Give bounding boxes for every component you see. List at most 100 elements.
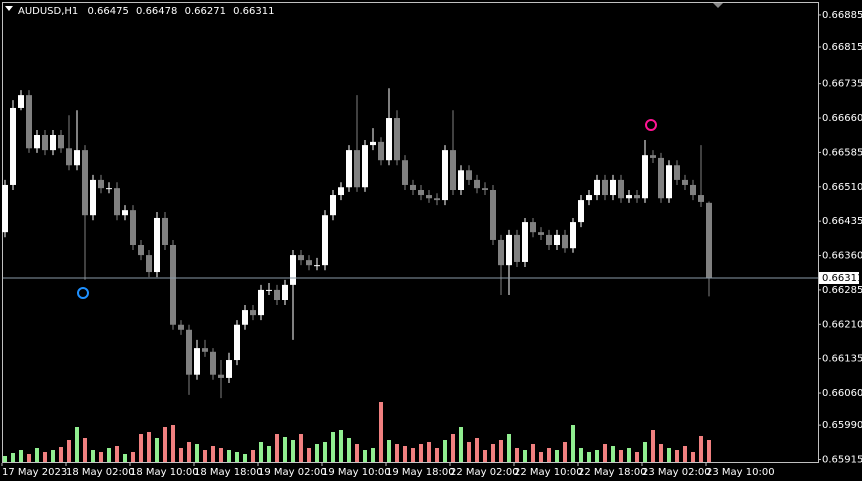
- volume-bar: [131, 452, 135, 462]
- candle-body: [66, 148, 72, 166]
- candle-body: [322, 215, 328, 266]
- volume-bar: [243, 454, 247, 462]
- candle-body: [138, 245, 144, 256]
- header-high: 0.66478: [136, 6, 177, 17]
- candle-body: [594, 179, 600, 196]
- volume-bar: [427, 442, 431, 462]
- volume-bar: [387, 440, 391, 462]
- volume-bar: [99, 452, 103, 462]
- volume-bar: [395, 444, 399, 462]
- candle-body: [658, 157, 664, 199]
- volume-bar: [563, 442, 567, 462]
- candle-body: [458, 170, 464, 190]
- volume-bar: [75, 427, 79, 462]
- candle-body: [298, 255, 304, 261]
- menu-triangle[interactable]: [5, 6, 13, 11]
- volume-bar: [43, 452, 47, 462]
- candle-body: [186, 329, 192, 375]
- y-tick-label: 0.66735: [822, 79, 862, 90]
- volume-bar: [195, 444, 199, 462]
- volume-bar: [659, 444, 663, 462]
- candle-body: [402, 160, 408, 185]
- candle-body: [34, 135, 40, 149]
- candle-body: [226, 360, 232, 378]
- volume-bar: [275, 434, 279, 462]
- candle-body: [162, 217, 168, 245]
- candle-body: [218, 374, 224, 378]
- candle-body: [706, 202, 712, 278]
- volume-bar: [323, 442, 327, 462]
- candle-body: [570, 222, 576, 249]
- candle-body: [474, 179, 480, 189]
- y-tick-label: 0.66815: [822, 42, 862, 53]
- candle-body: [626, 195, 632, 199]
- x-tick-label: 18 May 02:00: [66, 467, 135, 478]
- candle-body: [210, 351, 216, 375]
- volume-bar: [35, 448, 39, 462]
- volume-bar: [467, 442, 471, 462]
- volume-bar: [603, 444, 607, 462]
- volume-bar: [19, 450, 23, 462]
- volume-bar: [283, 437, 287, 462]
- candle-body: [10, 107, 16, 185]
- volume-bar: [595, 450, 599, 462]
- volume-bar: [51, 450, 55, 462]
- candle-body: [666, 165, 672, 199]
- x-tick-label: 23 May 10:00: [706, 467, 775, 478]
- volume-bar: [443, 440, 447, 462]
- volume-bar: [459, 427, 463, 462]
- candle-body: [146, 255, 152, 273]
- y-tick-label: 0.66660: [822, 113, 862, 124]
- candle-body: [690, 184, 696, 196]
- signal-marker: [77, 287, 89, 299]
- volume-bar: [155, 438, 159, 462]
- volume-bar: [331, 432, 335, 462]
- x-tick-label: 17 May 2023: [2, 467, 67, 478]
- candle-body: [578, 200, 584, 223]
- volume-bar: [179, 448, 183, 462]
- candle-body: [18, 95, 24, 108]
- volume-bar: [491, 444, 495, 462]
- volume-bar: [579, 448, 583, 462]
- candle-body: [618, 179, 624, 199]
- candle-body: [178, 324, 184, 330]
- volume-bar: [59, 447, 63, 462]
- candle-body: [522, 222, 528, 262]
- candle-body: [546, 234, 552, 245]
- volume-bar: [123, 454, 127, 462]
- volume-bar: [219, 448, 223, 462]
- y-tick-label: 0.66885: [822, 10, 862, 21]
- candle-body: [562, 234, 568, 249]
- volume-bar: [539, 452, 543, 462]
- candle-body: [282, 284, 288, 300]
- candle-body: [2, 184, 8, 233]
- candle-body: [106, 188, 112, 190]
- volume-bar: [611, 446, 615, 462]
- candle-body: [538, 232, 544, 235]
- volume-bar: [483, 450, 487, 462]
- plot-frame: [2, 2, 819, 463]
- candle-body: [450, 150, 456, 190]
- x-tick-label: 19 May 02:00: [258, 467, 327, 478]
- volume-bar: [475, 438, 479, 462]
- volume-bar: [139, 434, 143, 462]
- volume-bar: [667, 448, 671, 462]
- volume-bar: [307, 448, 311, 462]
- candle-body: [98, 179, 104, 189]
- candle-body: [266, 289, 272, 291]
- candle-body: [586, 195, 592, 201]
- candle-body: [482, 188, 488, 190]
- volume-bar: [411, 448, 415, 462]
- candle-body: [602, 179, 608, 196]
- candle-body: [130, 210, 136, 245]
- volume-bar: [107, 448, 111, 462]
- volume-bar: [267, 446, 271, 462]
- volume-bar: [163, 427, 167, 462]
- volume-bar: [555, 450, 559, 462]
- candle-body: [170, 245, 176, 325]
- price-label-box: [819, 272, 859, 284]
- x-tick-label: 22 May 18:00: [578, 467, 647, 478]
- volume-bar: [643, 442, 647, 462]
